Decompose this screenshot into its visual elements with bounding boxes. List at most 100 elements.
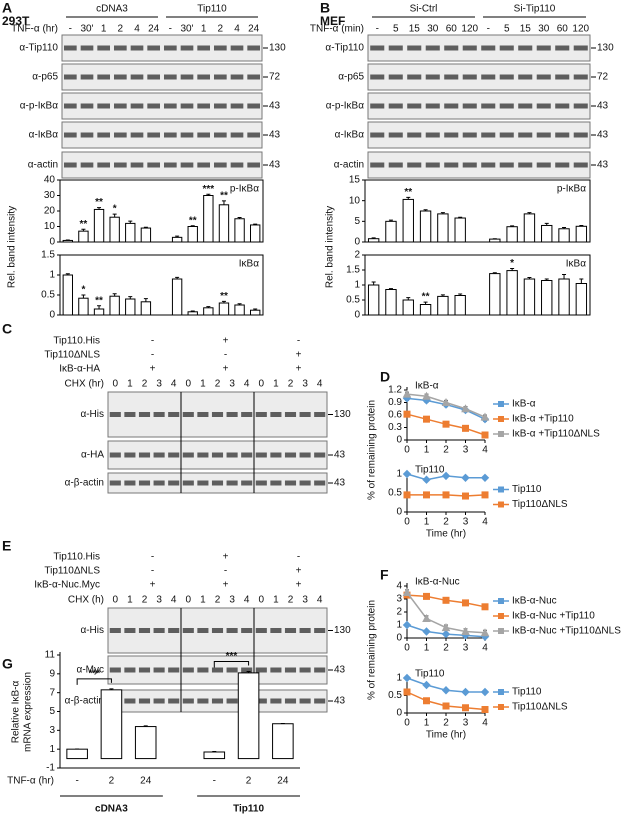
band (499, 45, 514, 51)
y-tick-label: 2 (354, 250, 360, 261)
band (168, 628, 180, 633)
bar (250, 309, 261, 316)
y-axis-label: % of remaining protein (367, 600, 378, 700)
x-tick-label: 4 (482, 718, 488, 729)
legend-label: Tip110ΔNLS (512, 499, 568, 510)
band (314, 698, 326, 704)
mw-label: 43 (334, 665, 346, 676)
legend-label: IκB-α (512, 399, 536, 410)
point (442, 491, 450, 499)
band (255, 412, 267, 417)
y-tick-label: 9 (49, 668, 55, 679)
point (442, 702, 450, 710)
band (314, 452, 326, 458)
band (180, 132, 194, 138)
band (80, 103, 94, 109)
condition-mark: - (151, 566, 154, 577)
band (130, 45, 144, 51)
x-tick-label: - (75, 776, 78, 787)
point (481, 706, 489, 713)
lane-label: - (169, 24, 172, 35)
chart-title: IκBα (566, 259, 586, 270)
lane-label: - (487, 24, 490, 35)
bar (134, 726, 157, 760)
x-tick-label: 24 (140, 776, 152, 787)
group-label: cDNA3 (95, 804, 128, 815)
x-tick-label: 0 (404, 643, 410, 654)
band (197, 103, 210, 109)
bar (454, 295, 466, 316)
point (422, 613, 431, 622)
band (284, 480, 297, 486)
band (425, 103, 440, 109)
y-tick-label: 0.5 (346, 295, 360, 306)
bar (402, 299, 414, 316)
band (138, 452, 151, 458)
band (462, 45, 477, 51)
error-bar (97, 207, 102, 210)
legend-label: IκB-α-Nuc +Tip110 (512, 611, 595, 622)
band (114, 103, 127, 109)
band (247, 103, 260, 109)
blot-row (367, 92, 591, 120)
condition-mark: + (150, 364, 156, 375)
band (518, 74, 533, 80)
group-label: cDNA3 (96, 4, 128, 15)
y-tick-label: 5 (49, 706, 55, 717)
bar (437, 213, 449, 243)
x-tick-label: 4 (482, 445, 488, 456)
band (153, 628, 165, 633)
y-axis-label: Relative IκB-α (11, 681, 22, 744)
error-bar (143, 298, 148, 302)
band (270, 480, 282, 486)
band (211, 628, 224, 633)
error-bar (253, 308, 258, 311)
panel-letter: D (380, 369, 390, 385)
lane-condition: TNF-α (min) (310, 24, 364, 35)
band (270, 698, 282, 704)
band (130, 103, 144, 109)
row-label: α-p65 (32, 72, 58, 83)
y-tick-label: 0 (396, 507, 402, 518)
y-tick-label: 1 (396, 620, 402, 631)
bar (506, 226, 518, 243)
error-bar (128, 296, 133, 299)
bar (541, 224, 553, 243)
band (147, 74, 160, 80)
y-axis-label: Rel. band intensity (325, 206, 336, 288)
row-label: α-Myc (77, 665, 104, 676)
lane-label: 60 (446, 24, 458, 35)
group-label: Si-Ctrl (410, 4, 438, 15)
lane-label: 120 (461, 24, 478, 35)
point (403, 688, 411, 696)
bar (109, 216, 120, 243)
lane-label: 0 (113, 379, 119, 390)
bar (218, 302, 230, 316)
point (462, 492, 469, 500)
chart-title: IκB-α (415, 381, 439, 392)
y-tick-label: 40 (44, 175, 56, 186)
band (147, 103, 160, 109)
band (80, 74, 94, 80)
band (425, 74, 440, 80)
y-tick-label: 10 (44, 221, 56, 232)
bar (93, 208, 105, 243)
band (64, 45, 77, 51)
band (97, 45, 110, 51)
band (80, 162, 94, 168)
band (138, 698, 151, 704)
band (573, 45, 588, 51)
error-bar (128, 220, 133, 224)
error-bar (544, 278, 549, 281)
band (284, 698, 297, 704)
band (314, 628, 326, 633)
band (407, 103, 422, 109)
band (182, 452, 194, 458)
chart-title: IκB-α-Nuc (415, 577, 460, 588)
band (462, 74, 477, 80)
point (441, 686, 451, 695)
significance: ** (422, 292, 430, 303)
condition-label: Tip110.His (53, 336, 100, 347)
lane-label: 2 (215, 595, 221, 606)
bar (367, 284, 380, 316)
